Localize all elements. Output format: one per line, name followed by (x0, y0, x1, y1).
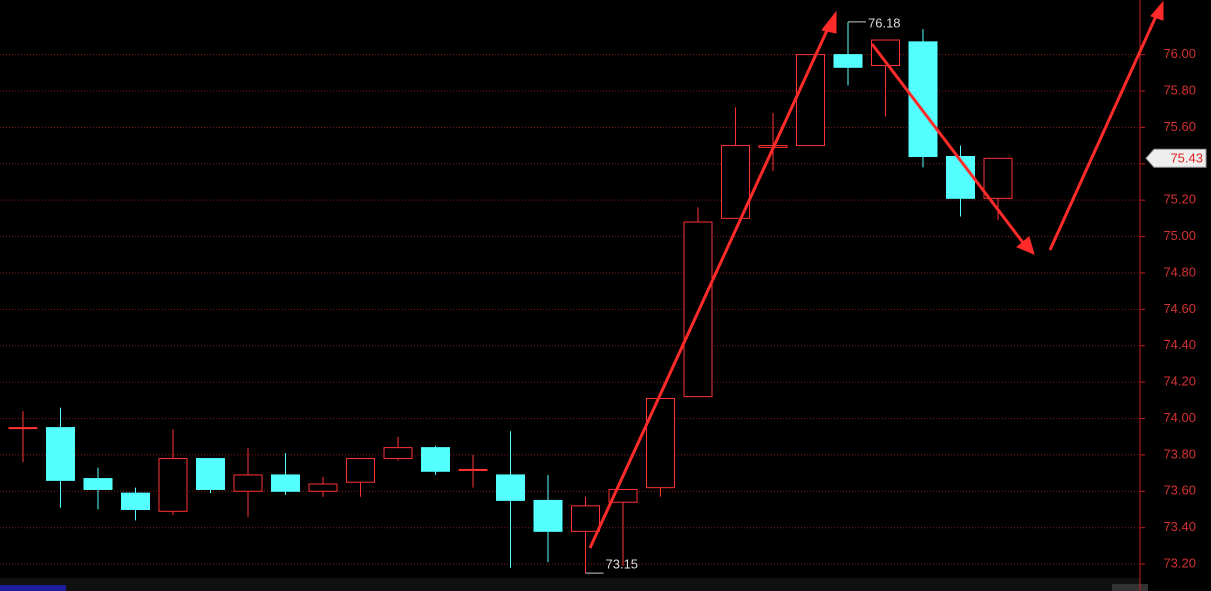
low-label: 73.15 (606, 557, 639, 572)
arrowhead (1150, 0, 1164, 21)
candle-body (308, 483, 338, 492)
last-price-label: 75.43 (1170, 151, 1203, 166)
trend-arrows (588, 0, 1164, 549)
high-label: 76.18 (868, 15, 901, 30)
candles (8, 21, 1013, 574)
y-tick-label: 73.20 (1163, 556, 1196, 571)
candle-body (233, 474, 263, 492)
candle-body (983, 157, 1013, 199)
y-tick-label: 75.00 (1163, 228, 1196, 243)
candle-body (271, 474, 300, 492)
candle-body (121, 492, 150, 510)
y-tick-label: 74.40 (1163, 337, 1196, 352)
time-marker (0, 585, 66, 591)
y-tick-label: 76.00 (1163, 46, 1196, 61)
y-tick-label: 75.60 (1163, 119, 1196, 134)
y-tick-label: 73.60 (1163, 483, 1196, 498)
arrowhead (821, 10, 837, 34)
candle-body (46, 427, 75, 481)
grid: 73.20 73.40 73.60 73.80 74.00 74.20 74.40 74.60… (0, 46, 1196, 571)
candle-body (833, 54, 863, 68)
arrow-down (870, 43, 1026, 245)
candle-body (421, 447, 450, 472)
candle-body (571, 505, 600, 532)
scrollbar (1112, 584, 1148, 591)
y-tick-label: 74.00 (1163, 410, 1196, 425)
candle-body (196, 458, 225, 490)
candle-body (458, 468, 488, 471)
last-price-box (1145, 148, 1207, 168)
annotations: 76.18 73.15 75.43 (585, 15, 1207, 574)
candle-body (533, 499, 563, 532)
candle-body (496, 474, 525, 501)
candle-body (721, 145, 750, 219)
y-tick-label: 75.80 (1163, 82, 1196, 97)
candle-body (683, 221, 713, 398)
candle-body (346, 458, 375, 483)
candle-body (158, 458, 188, 512)
candle-body (83, 478, 113, 490)
y-tick-label: 74.60 (1163, 301, 1196, 316)
arrow-up (1048, 13, 1159, 251)
time-axis-strip (0, 578, 1140, 591)
y-tick-label: 74.80 (1163, 264, 1196, 279)
candle-body (946, 155, 975, 199)
candle-body (8, 427, 38, 430)
arrow-up (588, 25, 831, 549)
y-tick-label: 73.40 (1163, 519, 1196, 534)
y-tick-label: 73.80 (1163, 446, 1196, 461)
y-tick-label: 75.20 (1163, 192, 1196, 207)
arrowhead (1016, 236, 1035, 255)
y-tick-label: 74.20 (1163, 374, 1196, 389)
candle-body (383, 447, 413, 460)
